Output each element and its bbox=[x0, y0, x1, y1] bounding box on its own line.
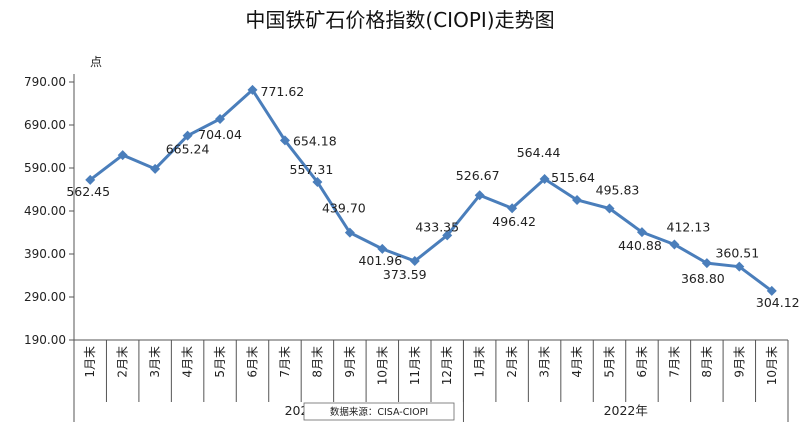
x-tick-label: 7月末 bbox=[278, 346, 292, 378]
x-tick-label: 10月末 bbox=[375, 346, 389, 385]
x-tick-label: 12月末 bbox=[440, 346, 454, 385]
year-groups: 2021年2022年数据来源：CISA-CIOPI bbox=[285, 340, 789, 422]
data-label: 526.67 bbox=[456, 168, 500, 183]
x-tick-label: 1月末 bbox=[473, 346, 487, 378]
x-tick-label: 5月末 bbox=[603, 346, 617, 378]
data-label: 495.83 bbox=[596, 182, 640, 197]
x-tick-label: 11月末 bbox=[408, 346, 422, 385]
y-tick-label: 490.00 bbox=[24, 204, 66, 218]
data-point-marker bbox=[409, 256, 420, 267]
data-point-marker bbox=[604, 203, 615, 214]
y-tick-label: 790.00 bbox=[24, 75, 66, 89]
data-label: 360.51 bbox=[715, 246, 759, 261]
series-group bbox=[85, 84, 777, 296]
x-tick-label: 3月末 bbox=[148, 346, 162, 378]
data-point-marker bbox=[117, 150, 128, 161]
data-point-marker bbox=[474, 190, 485, 201]
data-label: 439.70 bbox=[322, 201, 366, 216]
data-point-marker bbox=[85, 174, 96, 185]
data-point-marker bbox=[182, 130, 193, 141]
x-tick-label: 8月末 bbox=[310, 346, 324, 378]
y-tick-label: 690.00 bbox=[24, 118, 66, 132]
data-point-marker bbox=[701, 258, 712, 269]
x-tick-label: 8月末 bbox=[700, 346, 714, 378]
y-tick-label: 290.00 bbox=[24, 290, 66, 304]
source-note-box bbox=[303, 402, 455, 421]
data-label: 557.31 bbox=[290, 162, 334, 177]
data-label: 771.62 bbox=[261, 84, 305, 99]
data-point-marker bbox=[215, 113, 226, 124]
x-axis-ticks: 1月末 2月末 3月末 4月末 5月末 6月末 7月末 8月末 9月末 10月末 11月末 12月末 1… bbox=[73, 340, 789, 402]
data-point-marker bbox=[572, 194, 583, 205]
y-tick-label: 190.00 bbox=[24, 333, 66, 347]
x-tick-label: 4月末 bbox=[181, 346, 195, 378]
data-point-marker bbox=[279, 135, 290, 146]
chart-title: 中国铁矿石价格指数(CIOPI)走势图 bbox=[245, 8, 554, 32]
x-tick-label: 5月末 bbox=[213, 346, 227, 378]
data-label: 401.96 bbox=[358, 253, 402, 268]
data-label: 665.24 bbox=[166, 142, 210, 157]
data-point-marker bbox=[377, 243, 388, 254]
data-point-marker bbox=[442, 230, 453, 241]
y-tick-label: 590.00 bbox=[24, 161, 66, 175]
data-label: 496.42 bbox=[492, 214, 536, 229]
data-label: 515.64 bbox=[551, 170, 595, 185]
y-axis-unit-label: 点 bbox=[90, 55, 102, 69]
year-group-label: 2022年 bbox=[604, 403, 648, 418]
data-label: 373.59 bbox=[383, 267, 427, 282]
x-tick-label: 6月末 bbox=[635, 346, 649, 378]
data-point-marker bbox=[150, 163, 161, 174]
x-tick-label: 1月末 bbox=[83, 346, 97, 378]
data-label: 412.13 bbox=[667, 219, 711, 234]
data-point-marker bbox=[344, 227, 355, 238]
x-tick-label: 2月末 bbox=[505, 346, 519, 378]
data-point-marker bbox=[247, 84, 258, 95]
y-axis-ticks: 790.00 690.00 590.00 490.00 390.00 290.00 190.… bbox=[24, 75, 74, 347]
x-tick-label: 6月末 bbox=[246, 346, 260, 378]
x-tick-label: 2月末 bbox=[116, 346, 130, 378]
series-line bbox=[89, 88, 773, 293]
x-tick-label: 3月末 bbox=[538, 346, 552, 378]
data-label: 368.80 bbox=[681, 271, 725, 286]
x-tick-label: 9月末 bbox=[343, 346, 357, 378]
data-label: 440.88 bbox=[618, 238, 662, 253]
x-tick-label: 7月末 bbox=[667, 346, 681, 378]
data-label: 564.44 bbox=[517, 145, 561, 160]
data-label: 704.04 bbox=[198, 127, 242, 142]
data-point-marker bbox=[539, 173, 550, 184]
data-point-marker bbox=[766, 285, 777, 296]
data-point-marker bbox=[669, 239, 680, 250]
data-label: 562.45 bbox=[66, 184, 110, 199]
data-point-marker bbox=[734, 261, 745, 272]
x-tick-label: 10月末 bbox=[765, 346, 779, 385]
data-point-marker bbox=[636, 227, 647, 238]
data-label: 654.18 bbox=[293, 133, 337, 148]
data-point-marker bbox=[312, 177, 323, 188]
x-tick-label: 4月末 bbox=[570, 346, 584, 378]
source-note: 数据来源：CISA-CIOPI bbox=[330, 406, 428, 418]
x-tick-label: 9月末 bbox=[732, 346, 746, 378]
y-tick-label: 390.00 bbox=[24, 247, 66, 261]
data-label: 304.12 bbox=[756, 295, 800, 310]
data-point-marker bbox=[507, 203, 518, 214]
data-label: 433.35 bbox=[415, 219, 459, 234]
